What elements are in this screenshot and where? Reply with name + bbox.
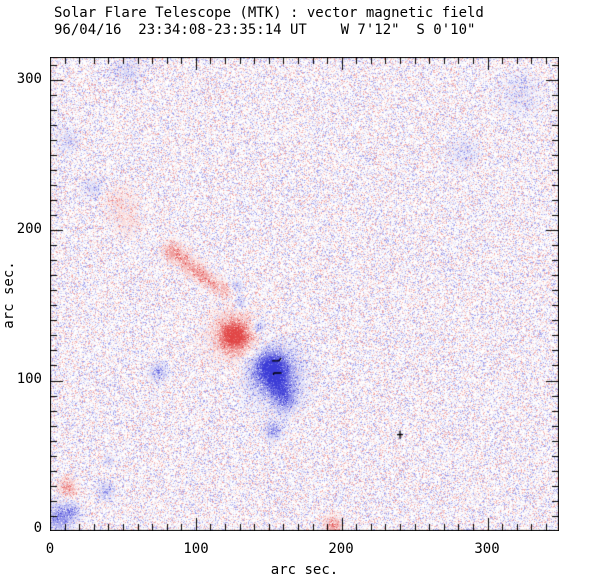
x-tick-label-100: 100 bbox=[183, 541, 209, 557]
x-tick-label-300: 300 bbox=[474, 541, 500, 557]
y-tick-label-300: 300 bbox=[16, 71, 42, 87]
y-axis-label: arc sec. bbox=[1, 261, 17, 329]
y-tick-label-100: 100 bbox=[16, 371, 42, 387]
y-tick-label-200: 200 bbox=[16, 221, 42, 237]
magnetogram-plot bbox=[50, 57, 559, 531]
plot-subtitle: 96/04/16 23:34:08-23:35:14 UT W 7'12" S … bbox=[54, 22, 476, 38]
y-tick-label-0: 0 bbox=[33, 520, 42, 536]
plot-title: Solar Flare Telescope (MTK) : vector mag… bbox=[54, 5, 484, 21]
x-tick-label-200: 200 bbox=[328, 541, 354, 557]
x-axis-label: arc sec. bbox=[270, 562, 339, 578]
x-tick-label-0: 0 bbox=[45, 541, 55, 557]
